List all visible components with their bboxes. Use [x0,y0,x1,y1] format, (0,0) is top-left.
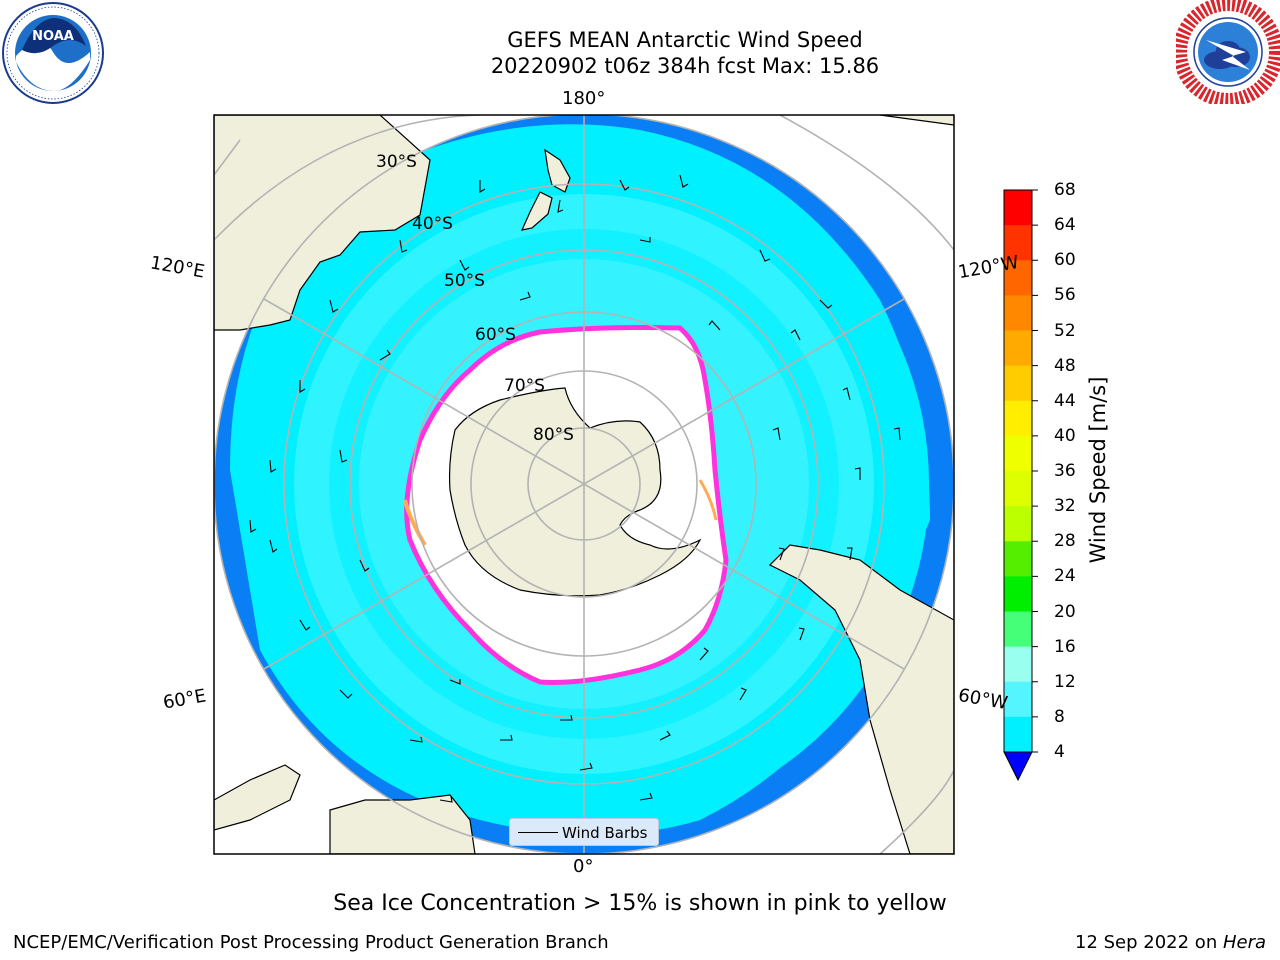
map-frame [213,114,955,855]
lat-label-50s: 50°S [444,271,485,291]
colorbar-segment [1004,330,1032,367]
colorbar-tick-label: 40 [1054,425,1076,446]
colorbar-tick-label: 4 [1054,742,1065,762]
national-weather-service-logo [1176,0,1280,104]
colorbar-segment [1004,506,1032,542]
colorbar-extend-low [1003,751,1033,782]
colorbar-tick-label: 64 [1054,215,1076,236]
colorbar-segment [1004,681,1032,718]
wind-barbs [249,174,901,803]
colorbar-segment [1004,716,1032,753]
colorbar-segment [1004,611,1032,648]
colorbar-tick-label: 44 [1054,390,1076,411]
colorbar-segment [1004,471,1032,507]
colorbar-tick-label: 16 [1054,636,1076,657]
colorbar-segment [1004,646,1032,683]
colorbar-tick-label: 20 [1054,601,1076,622]
colorbar-tick-label: 36 [1054,461,1076,481]
antarctica [448,387,702,597]
graticule [214,115,954,854]
colorbar-segment [1004,400,1032,437]
colorbar-label: Wind Speed [m/s] [1086,376,1110,564]
colorbar-tick-label: 60 [1054,250,1076,271]
colorbar-segment [1004,435,1032,472]
colorbar-segment [1004,295,1032,331]
colorbar-tick-label: 68 [1054,180,1076,200]
lon-label-0: 0° [573,856,594,877]
colorbar-segment [1004,225,1032,261]
colorbar-segment [1004,541,1032,577]
colorbar-tick-label: 56 [1054,285,1076,306]
colorbar [1003,189,1038,782]
footer-date: 12 Sep 2022 on Hera [1075,932,1266,954]
colorbar-tick-label: 52 [1054,320,1076,341]
colorbar-segment [1004,260,1032,296]
svg-text:NOAA: NOAA [32,29,74,44]
noaa-logo: NOAA [2,2,104,104]
colorbar-tick-label: 12 [1054,671,1076,692]
lat-label-60s: 60°S [475,325,516,345]
lat-label-40s: 40°S [412,214,453,234]
colorbar-segment [1004,576,1032,612]
map-title: GEFS MEAN Antarctic Wind Speed [507,28,863,52]
colorbar-segment [1004,190,1032,226]
footer-date-text: 12 Sep 2022 on [1075,932,1223,953]
colorbar-tick-label: 8 [1054,706,1065,727]
colorbar-tick-label: 48 [1054,355,1076,376]
lon-label-180: 180° [562,88,606,109]
footer-branch: NCEP/EMC/Verification Post Processing Pr… [13,932,609,953]
lat-label-30s: 30°S [376,152,417,172]
lat-label-80s: 80°S [533,425,574,445]
colorbar-tick-label: 28 [1054,531,1076,552]
map-subtitle: 20220902 t06z 384h fcst Max: 15.86 [490,54,880,78]
lat-label-70s: 70°S [504,376,545,396]
colorbar-tick-label: 24 [1054,566,1076,587]
colorbar-tick-label: 32 [1054,496,1076,517]
footer-host: Hera [1222,932,1266,953]
colorbar-segment [1004,365,1032,402]
sea-ice-caption: Sea Ice Concentration > 15% is shown in … [333,891,947,916]
legend-line-swatch [518,832,558,833]
wind-barbs-legend: Wind Barbs [509,818,659,846]
legend-label: Wind Barbs [562,824,648,842]
